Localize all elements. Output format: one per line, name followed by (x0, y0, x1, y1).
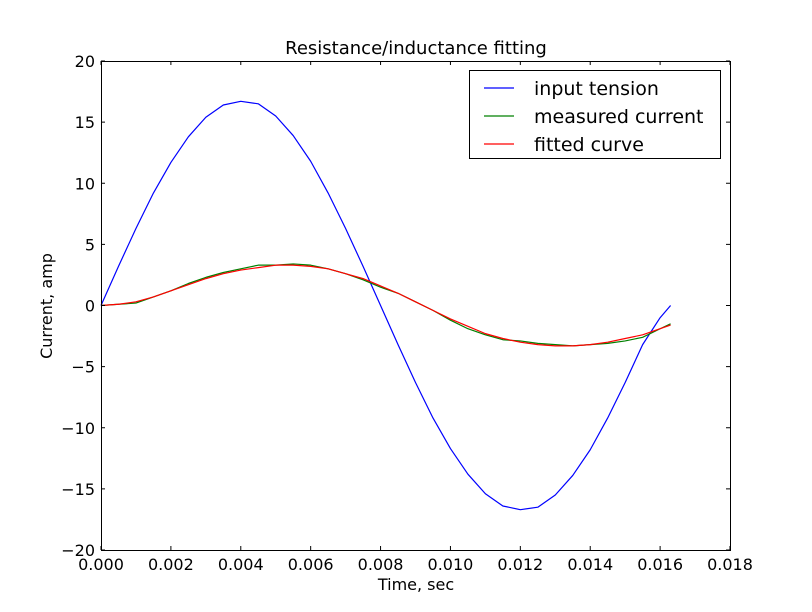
y-tick-label: −15 (61, 480, 95, 499)
x-tick-label: 0.010 (428, 555, 474, 574)
x-tick-label: 0.016 (637, 555, 683, 574)
x-tick-label: 0.000 (78, 555, 124, 574)
y-axis-title: Current, amp (37, 253, 56, 359)
series-line-fitted-curve (100, 264, 671, 347)
x-tick-label: 0.004 (218, 555, 264, 574)
y-tick-label: 5 (85, 235, 95, 254)
legend-label-fitted-curve: fitted curve (534, 134, 644, 156)
x-tick-label: 0.012 (497, 555, 543, 574)
x-tick-label: 0.008 (358, 555, 404, 574)
y-tick-label: −20 (61, 541, 95, 560)
chart-title: Resistance/inductance fitting (285, 38, 547, 59)
y-tick-label: 10 (75, 174, 95, 193)
y-tick-label: 20 (75, 52, 95, 71)
y-tick-label: 0 (85, 297, 95, 316)
x-tick-label: 0.002 (148, 555, 194, 574)
y-tick-label: −10 (61, 419, 95, 438)
y-tick-label: 15 (75, 113, 95, 132)
x-tick-label: 0.018 (707, 555, 753, 574)
x-tick-label: 0.014 (567, 555, 613, 574)
y-tick-label: −5 (71, 358, 95, 377)
legend: input tension measured current fitted cu… (469, 70, 721, 159)
x-axis-title: Time, sec (377, 575, 454, 594)
legend-label-input-tension: input tension (534, 78, 659, 100)
x-tick-label: 0.006 (288, 555, 334, 574)
ticks-layer: 0.000 0.002 0.004 0.006 0.008 0.010 0.012 0.014… (61, 52, 753, 574)
legend-label-measured-current: measured current (534, 106, 704, 128)
series-layer (100, 100, 672, 511)
series-line-input-tension (100, 100, 672, 511)
